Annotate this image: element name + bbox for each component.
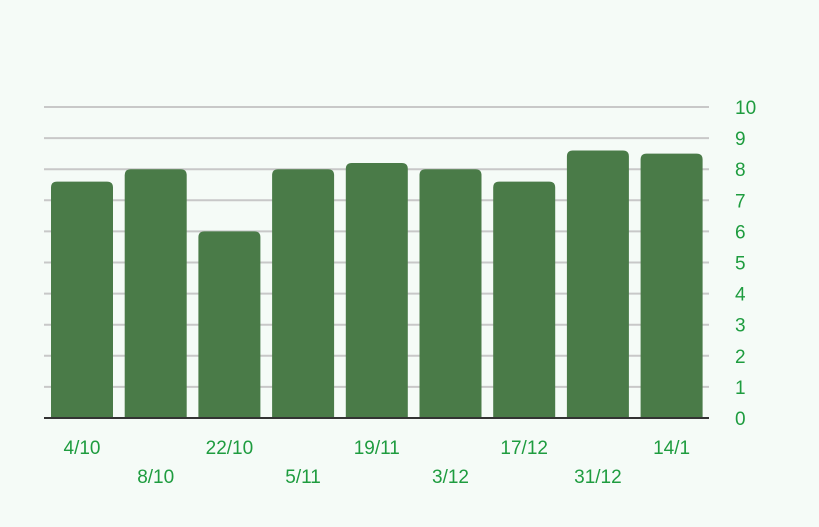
y-tick-label: 10 (735, 98, 756, 119)
y-tick-label: 0 (735, 409, 746, 430)
x-tick-label: 22/10 (206, 438, 254, 459)
y-tick-label: 7 (735, 191, 746, 212)
bar-8/10 (124, 169, 187, 418)
y-tick-label: 9 (735, 129, 746, 150)
x-tick-label: 4/10 (64, 438, 101, 459)
y-tick-label: 4 (735, 285, 746, 306)
y-tick-label: 2 (735, 347, 746, 368)
bar-5/11 (272, 169, 335, 418)
bar-22/10 (198, 231, 261, 418)
bar-14/1 (640, 153, 703, 418)
bar-19/11 (345, 162, 408, 418)
bars (51, 150, 703, 419)
x-tick-label: 14/1 (653, 438, 690, 459)
bar-3/12 (419, 169, 482, 418)
x-tick-label: 8/10 (137, 467, 174, 488)
x-tick-label: 5/11 (285, 467, 321, 488)
y-axis-ticks: 0 1 2 3 4 5 6 7 8 9 10 (735, 98, 756, 430)
x-tick-label: 3/12 (432, 467, 469, 488)
x-tick-label: 19/11 (354, 438, 400, 459)
y-tick-label: 1 (735, 378, 746, 399)
x-axis-ticks: 4/10 8/10 22/10 5/11 19/11 3/12 17/12 31/12 14/1 (64, 438, 691, 488)
y-tick-label: 6 (735, 222, 746, 243)
x-tick-label: 31/12 (574, 467, 622, 488)
bar-31/12 (566, 150, 629, 419)
bar-4/10 (51, 181, 113, 418)
y-tick-label: 3 (735, 316, 746, 337)
x-tick-label: 17/12 (500, 438, 548, 459)
y-tick-label: 5 (735, 254, 746, 275)
bar-17/12 (493, 181, 556, 418)
y-tick-label: 8 (735, 160, 746, 181)
